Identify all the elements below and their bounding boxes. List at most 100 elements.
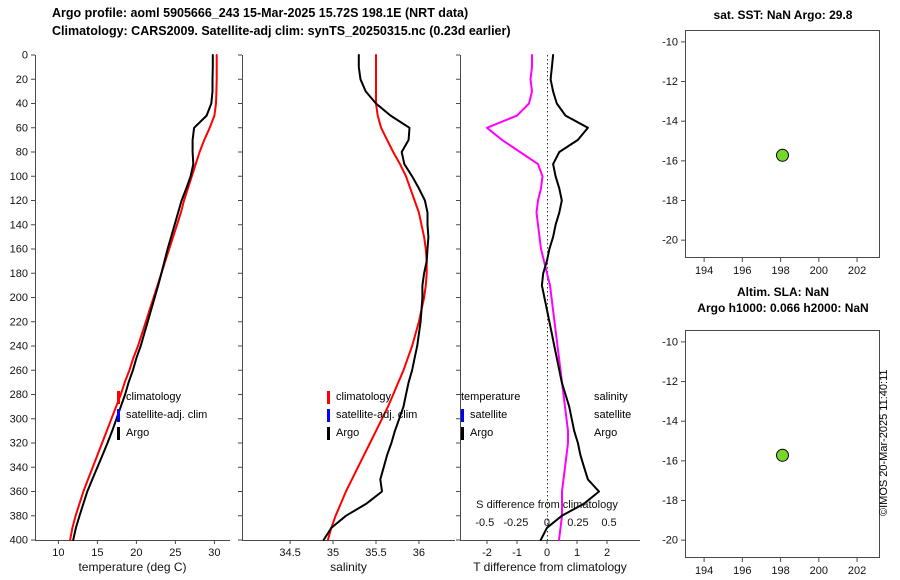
svg-text:380: 380 (10, 510, 28, 522)
legend-label-satellite-clim: satellite-adj. clim (126, 409, 208, 421)
svg-text:10: 10 (52, 547, 64, 559)
svg-text:salinity: salinity (330, 560, 367, 574)
svg-text:194: 194 (695, 265, 713, 277)
argo-line-swatch (327, 426, 330, 440)
svg-text:120: 120 (10, 195, 28, 207)
argo-line-swatch (461, 426, 464, 440)
svg-text:200: 200 (810, 565, 828, 577)
svg-text:15: 15 (91, 547, 103, 559)
svg-text:340: 340 (10, 462, 28, 474)
svg-text:25: 25 (169, 547, 181, 559)
svg-text:0: 0 (544, 547, 550, 559)
svg-text:-10: -10 (662, 336, 678, 348)
svg-text:196: 196 (733, 565, 751, 577)
svg-text:-16: -16 (662, 455, 678, 467)
legend-header-label: temperature (461, 391, 521, 403)
satellite-line-swatch (461, 408, 464, 422)
difference-profile-plot: -2 -1 0 1 2 -0.5 -0.25 0 0.25 0.5 T difference fro… (456, 54, 640, 574)
svg-text:160: 160 (10, 244, 28, 256)
svg-text:220: 220 (10, 316, 28, 328)
legend-label-satellite: satellite (470, 409, 508, 421)
sla-map-title-line1: Altim. SLA: NaN (736, 285, 830, 299)
svg-text:0.25: 0.25 (567, 517, 588, 529)
svg-text:196: 196 (733, 265, 751, 277)
svg-text:80: 80 (16, 147, 28, 159)
svg-text:-14: -14 (662, 116, 678, 128)
argo-position-dot (776, 148, 789, 162)
climatology-line-swatch (327, 390, 330, 404)
svg-text:180: 180 (10, 268, 28, 280)
svg-text:194: 194 (695, 565, 713, 577)
legend-header-label: salinity (594, 391, 628, 403)
svg-text:-18: -18 (662, 495, 678, 507)
salinity-profile-plot: 34.5 35 35.5 36 salinity (238, 54, 455, 574)
figure-title-line2: Climatology: CARS2009. Satellite-adj cli… (52, 24, 511, 38)
legend-label-argo: Argo (126, 427, 150, 439)
climatology-line (69, 54, 218, 541)
legend-item-climatology: climatology (117, 388, 207, 406)
argo-position-dot (776, 448, 789, 462)
sla-map-title-line2: Argo h1000: 0.066 h2000: NaN (697, 301, 869, 315)
sla-map-plot: 194 196 198 200 202 -10 -12 -14 -16 -18 -20 (662, 330, 880, 577)
legend-item-satellite-clim: satellite-adj. clim (117, 406, 207, 424)
sdiff-legend: salinity satellite Argo (594, 388, 631, 442)
argo-temperature-line (72, 54, 214, 541)
svg-text:260: 260 (10, 365, 28, 377)
copyright-watermark: ©IMOS 20-Mar-2025 11:40:11 (878, 369, 890, 517)
s-difference-line (539, 54, 600, 541)
svg-text:240: 240 (10, 341, 28, 353)
svg-text:-18: -18 (662, 195, 678, 207)
t-difference-line (486, 54, 569, 541)
satellite-clim-line-swatch (327, 408, 330, 422)
legend-item-argo: Argo (117, 424, 207, 442)
svg-text:200: 200 (810, 265, 828, 277)
svg-text:202: 202 (848, 565, 866, 577)
figure-title-line1: Argo profile: aoml 5905666_243 15-Mar-20… (52, 6, 469, 20)
svg-text:20: 20 (130, 547, 142, 559)
legend-label-argo: Argo (470, 427, 494, 439)
legend-header-salinity: salinity (594, 388, 631, 406)
svg-text:100: 100 (10, 171, 28, 183)
svg-text:35.5: 35.5 (365, 547, 386, 559)
sst-map-title: sat. SST: NaN Argo: 29.8 (713, 8, 853, 22)
tdiff-legend: temperature satellite Argo (461, 388, 520, 442)
legend-item-argo: Argo (461, 424, 520, 442)
legend-label-argo: Argo (594, 427, 618, 439)
svg-text:1: 1 (574, 547, 580, 559)
svg-text:198: 198 (771, 265, 789, 277)
svg-text:-0.25: -0.25 (503, 517, 528, 529)
legend-label-climatology: climatology (126, 391, 182, 403)
svg-text:-1: -1 (512, 547, 522, 559)
legend-label-satellite-clim: satellite-adj. clim (336, 409, 418, 421)
svg-text:-2: -2 (482, 547, 492, 559)
legend-header-temperature: temperature (461, 388, 520, 406)
temperature-legend: climatology satellite-adj. clim Argo (117, 388, 207, 442)
svg-text:temperature (deg C): temperature (deg C) (78, 560, 186, 574)
svg-text:202: 202 (848, 265, 866, 277)
legend-label-argo: Argo (336, 427, 360, 439)
svg-text:-10: -10 (662, 36, 678, 48)
sst-map-plot: 194 196 198 200 202 -10 -12 -14 -16 -18 -20 (662, 30, 880, 277)
svg-text:T difference from climatology: T difference from climatology (473, 560, 627, 574)
svg-text:320: 320 (10, 438, 28, 450)
legend-item-argo: Argo (327, 424, 417, 442)
svg-text:0.5: 0.5 (601, 517, 616, 529)
argo-line-swatch (117, 426, 120, 440)
climatology-line-swatch (117, 390, 120, 404)
svg-text:280: 280 (10, 389, 28, 401)
s-difference-axis-label: S difference from climatology (476, 499, 618, 511)
argo-salinity-line (322, 54, 430, 541)
svg-text:-12: -12 (662, 376, 678, 388)
temperature-profile-plot: 10 15 20 25 30020406080100120140160180200220… (10, 50, 230, 574)
climatology-line (326, 54, 428, 541)
svg-text:35: 35 (327, 547, 339, 559)
legend-label-satellite: satellite (594, 409, 632, 421)
svg-text:200: 200 (10, 292, 28, 304)
svg-text:36: 36 (413, 547, 425, 559)
salinity-legend: climatology satellite-adj. clim Argo (327, 388, 417, 442)
satellite-clim-line-swatch (117, 408, 120, 422)
svg-text:2: 2 (604, 547, 610, 559)
svg-text:-0.5: -0.5 (475, 517, 494, 529)
